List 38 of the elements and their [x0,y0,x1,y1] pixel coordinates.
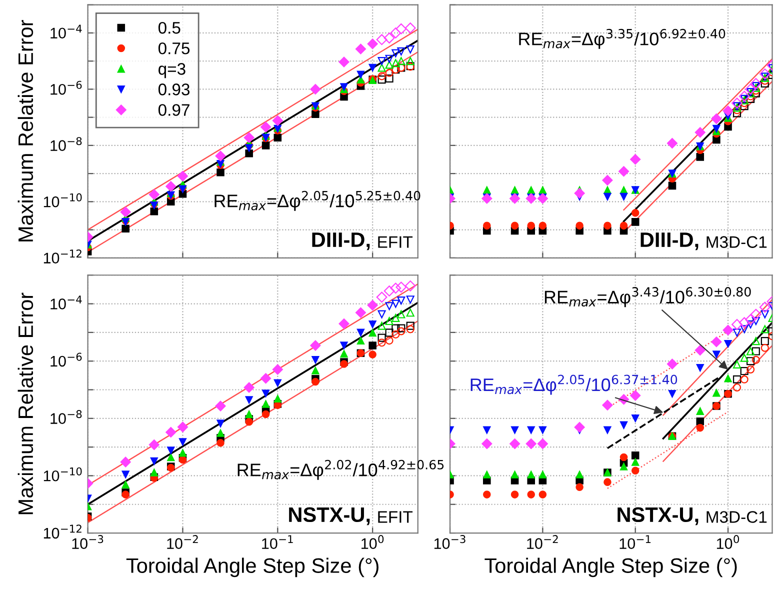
y-tick-label: 10$^{−10}$ [44,193,82,208]
x-axis-title: Toroidal Angle Step Size (°) [126,558,378,578]
legend-label: q=3 [158,63,186,78]
legend-label: 0.97 [158,104,190,116]
y-tick-label: 10$^{−12}$ [44,250,82,264]
annotation: RE$_{max}$=Δφ$^{3.43}$/10$^{6.30±0.80}$ [544,287,751,308]
y-tick-label: 10$^{−8}$ [50,410,82,424]
annotation: M3D-C1 [706,236,767,248]
y-tick-label: 10$^{−4}$ [50,296,82,310]
annotation: RE$_{max}$=Δφ$^{2.05}$/10$^{6.37±1.40}$ [470,374,678,395]
legend-label: 0.93 [158,84,190,96]
annotation: RE$_{max}$=Δφ$^{2.02}$/10$^{4.92±0.65}$ [238,460,444,480]
annotation: EFIT [378,236,413,248]
annotation: DIII-D, [640,232,698,250]
annotation: EFIT [378,511,413,523]
annotation: RE$_{max}$=Δφ$^{3.35}$/10$^{6.92±0.40}$ [519,28,726,49]
y-tick-label: 10$^{−4}$ [50,24,82,39]
y-tick-label: 10$^{−10}$ [44,467,82,482]
x-tick-label: 10$^{0}$ [362,535,384,549]
x-tick-label: 10$^{−1}$ [262,535,293,550]
y-axis-title: Maximum Relative Error [18,20,34,242]
legend-label: 0.5 [158,22,180,34]
y-tick-label: 10$^{−6}$ [50,80,82,95]
x-tick-label: 10$^{0}$ [716,535,740,549]
y-tick-label: 10$^{−6}$ [50,352,82,367]
x-axis-title: Toroidal Angle Step Size (°) [484,558,737,578]
x-tick-label: 10$^{−2}$ [167,535,198,549]
y-axis-title: Maximum Relative Error [18,292,34,514]
annotation: RE$_{max}$=Δφ$^{2.05}$/10$^{5.25±0.40}$ [214,190,420,211]
annotation: NSTX-U, [618,507,698,526]
annotation: DIII-D, [312,232,370,250]
annotation: NSTX-U, [289,507,370,526]
annotation: M3D-C1 [706,511,767,523]
x-tick-label: 10$^{−3}$ [434,535,466,549]
x-tick-label: 10$^{−2}$ [527,535,558,549]
x-tick-label: 10$^{−1}$ [620,535,651,550]
y-tick-label: 10$^{−8}$ [50,137,82,151]
legend-label: 0.75 [158,42,190,54]
